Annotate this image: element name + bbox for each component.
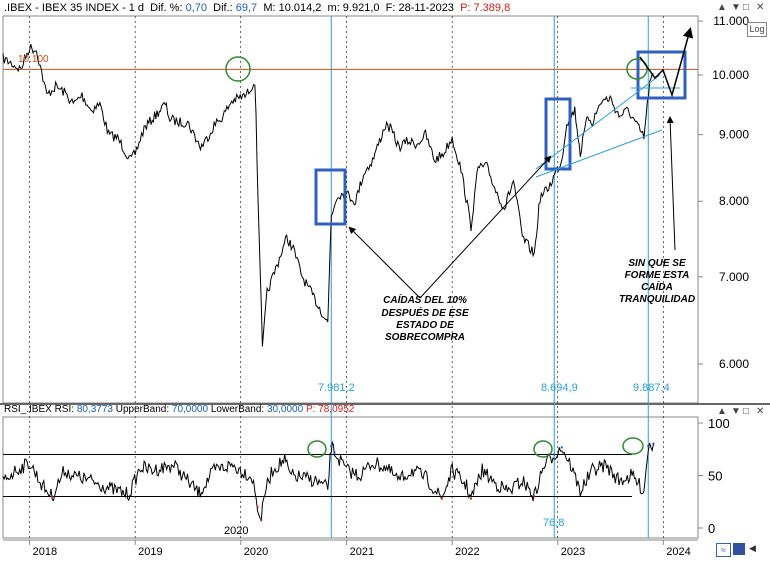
level-10100-label: 10.100 (18, 54, 49, 65)
projection-box (636, 50, 687, 100)
symbol-label: .IBEX - IBEX 35 INDEX - 1 d (4, 2, 144, 14)
x-tick-label: 2021 (350, 546, 374, 558)
label-9887: 9.887,4 (633, 382, 670, 394)
pane-up-button[interactable]: ▲ (717, 2, 727, 13)
channel-lower-line (535, 129, 663, 178)
rsi-price-value: P: 78,0952 (305, 404, 355, 415)
dif-label: Dif.: (213, 2, 233, 14)
pane-maximize-button[interactable]: □ (743, 2, 750, 13)
arrow-to-box-2023 (419, 155, 552, 299)
rsi-header: RSI_.IBEX RSI: 80,3773 UpperBand: 70,000… (4, 404, 354, 415)
y-tick-label: 7.000 (719, 270, 749, 284)
overbought-circle-2020 (225, 56, 251, 82)
toolbar-bottom: ≈ ◀︎ (716, 543, 768, 557)
chart-tool-icon[interactable]: ≈ (716, 543, 731, 557)
y-tick-label: 10.000 (712, 68, 749, 82)
x-tick-label: 2019 (138, 546, 162, 558)
channel-upper-line (535, 74, 661, 170)
annotation-caidas: CAÍDAS DEL 10% DESPUÉS DE ESE ESTADO DE … (381, 293, 469, 343)
y-tick-label: 8.000 (719, 194, 749, 208)
x-tick-label: 2023 (561, 546, 585, 558)
rsi-down-button[interactable]: ▼ (731, 406, 741, 417)
max-value: M: 10.014,2 (263, 2, 322, 14)
price-series-line (2, 43, 654, 347)
sinque-line-4: TRANQUILIDAD (619, 294, 695, 305)
arrow-to-box-2020 (348, 226, 421, 299)
save-icon[interactable] (733, 543, 745, 555)
consolidation-box-2020 (314, 168, 347, 226)
caidas-line-3: ESTADO DE (396, 320, 454, 331)
box-projection (636, 50, 687, 100)
label-76-8: 76,8 (543, 517, 564, 529)
date-value: F: 28-11-2023 (385, 2, 454, 14)
rsi-value: 80,3773 (76, 404, 113, 415)
overbought-circle-2023 (626, 58, 648, 80)
sinque-line-1: SIN QUE SE (628, 258, 686, 269)
lower-band-value: 30,0000 (267, 404, 304, 415)
projected-path-line (639, 27, 694, 98)
label-7981: 7.981,2 (318, 382, 355, 394)
x-tick-label: 2018 (33, 546, 57, 558)
rsi-close-button[interactable]: ✕ (756, 406, 765, 417)
y-tick-label: 11.000 (713, 14, 749, 28)
rsi-circle-2020 (307, 440, 327, 458)
rsi-maximize-button[interactable]: □ (743, 406, 750, 417)
rsi-label: RSI_.IBEX RSI: (4, 404, 75, 415)
y-tick-label: 9.000 (719, 128, 749, 142)
rsi-series-line (2, 440, 654, 522)
pane-close-button[interactable]: ✕ (756, 2, 765, 13)
sinque-line-3: CAÍDA (641, 280, 673, 293)
dif-value: 69,7 (235, 2, 258, 14)
price-value: P: 7.389,8 (460, 2, 511, 14)
dif-pct-value: 0,70 (185, 2, 208, 14)
rsi-tick-label: 100 (708, 416, 730, 431)
rsi-circle-2023 (622, 437, 644, 455)
rsi-tick-label: 50 (708, 469, 722, 484)
arrow-to-projection (666, 116, 676, 251)
y-tick-label: 6.000 (719, 357, 749, 371)
x-tick-label: 2020 (244, 546, 268, 558)
upper-band-value: 70,0000 (171, 404, 209, 415)
caidas-line-1: CAÍDAS DEL 10% (383, 293, 467, 306)
x-tick-label: 2024 (666, 546, 690, 558)
label-2020: 2020 (224, 525, 248, 537)
rsi-up-button[interactable]: ▲ (717, 406, 727, 417)
caidas-line-2: DESPUÉS DE ESE (381, 306, 469, 319)
box-2020 (314, 168, 347, 226)
annotation-sin-que: SIN QUE SE FORME ESTA CAÍDA TRANQUILIDAD (619, 258, 695, 305)
pane-down-button[interactable]: ▼ (731, 2, 741, 13)
dif-pct-label: Dif. %: (150, 2, 183, 14)
rsi-tick-label: 0 (708, 521, 715, 536)
upper-band-label: UpperBand: (115, 404, 170, 415)
label-8694: 8.694,9 (541, 382, 578, 394)
caidas-line-4: SOBRECOMPRA (385, 332, 465, 343)
log-scale-button[interactable]: Log (747, 22, 767, 37)
min-value: m: 9.921,0 (327, 2, 380, 14)
scroll-end-icon[interactable]: ◀︎ (749, 543, 756, 553)
lower-band-label: LowerBand: (210, 404, 265, 415)
sinque-line-2: FORME ESTA (625, 270, 690, 281)
price-header: .IBEX - IBEX 35 INDEX - 1 d Dif. %: 0,70… (4, 2, 510, 14)
rsi-circle-2022 (533, 440, 553, 458)
x-tick-label: 2022 (455, 546, 479, 558)
